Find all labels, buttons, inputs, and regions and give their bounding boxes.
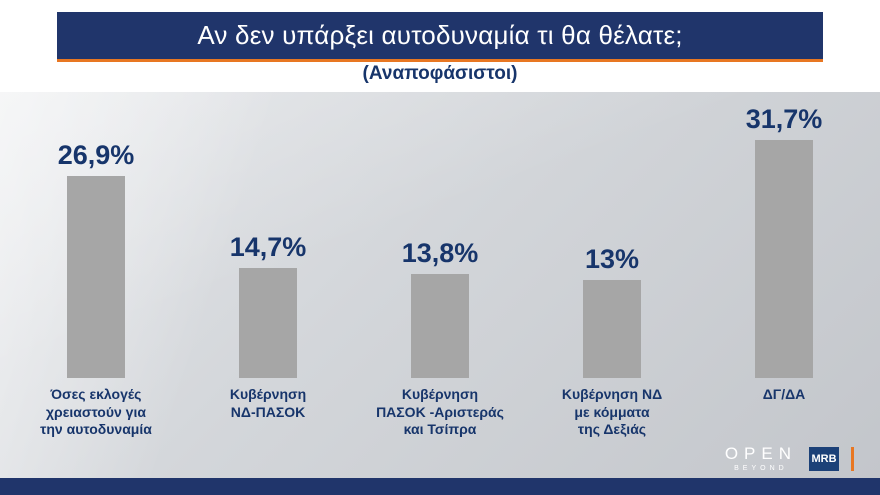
bar-value-label: 13% <box>584 244 640 274</box>
footer-accent-divider <box>851 446 854 471</box>
bar-category-label: Όσες εκλογές χρειαστούν για την αυτοδυνα… <box>40 386 152 437</box>
chart-area: 26,9% Όσες εκλογές χρειαστούν για την αυ… <box>0 92 880 478</box>
mrb-logo: MRB <box>809 446 839 471</box>
bar-value-label: 14,7% <box>229 232 307 262</box>
open-logo-subtext: BEYOND <box>734 465 788 472</box>
bar-area: 26,9% <box>57 92 135 378</box>
bar-area: 13,8% <box>401 92 479 378</box>
bar-category-label: Κυβέρνηση ΝΔ-ΠΑΣΟΚ <box>229 386 307 420</box>
bar <box>755 140 813 378</box>
bar-column-4: 13% Κυβέρνηση ΝΔ με κόμματα της Δεξιάς <box>526 92 698 466</box>
bar-category-label: Κυβέρνηση ΝΔ με κόμματα της Δεξιάς <box>561 386 663 437</box>
bar-value-label: 31,7% <box>745 104 823 134</box>
bars-row: 26,9% Όσες εκλογές χρειαστούν για την αυ… <box>0 92 880 466</box>
bar <box>239 268 297 378</box>
accent-line <box>57 59 823 62</box>
bar-area: 31,7% <box>745 92 823 378</box>
bar-column-5: 31,7% ΔΓ/ΔΑ <box>698 92 870 466</box>
bar-value-label: 13,8% <box>401 238 479 268</box>
bar-column-3: 13,8% Κυβέρνηση ΠΑΣΟΚ -Αριστεράς και Τσί… <box>354 92 526 466</box>
bar-value-label: 26,9% <box>57 140 135 170</box>
bar-area: 14,7% <box>229 92 307 378</box>
bar <box>583 280 641 378</box>
open-logo-text: OPEN <box>724 444 797 463</box>
bar-area: 13% <box>583 92 641 378</box>
chart-subtitle: (Αναποφάσιστοι) <box>362 63 518 84</box>
bar-category-label: ΔΓ/ΔΑ <box>762 386 806 402</box>
bar <box>411 274 469 378</box>
title-banner: Αν δεν υπάρξει αυτοδυναμία τι θα θέλατε; <box>57 12 823 59</box>
bar-column-2: 14,7% Κυβέρνηση ΝΔ-ΠΑΣΟΚ <box>182 92 354 466</box>
footer-logos: OPEN BEYOND MRB <box>725 445 854 472</box>
open-tv-logo: OPEN BEYOND <box>725 445 797 472</box>
page-title: Αν δεν υπάρξει αυτοδυναμία τι θα θέλατε; <box>197 20 683 50</box>
bar-column-1: 26,9% Όσες εκλογές χρειαστούν για την αυ… <box>10 92 182 466</box>
bar-category-label: Κυβέρνηση ΠΑΣΟΚ -Αριστεράς και Τσίπρα <box>376 386 504 437</box>
bottom-strip <box>0 478 880 495</box>
bar <box>67 176 125 378</box>
